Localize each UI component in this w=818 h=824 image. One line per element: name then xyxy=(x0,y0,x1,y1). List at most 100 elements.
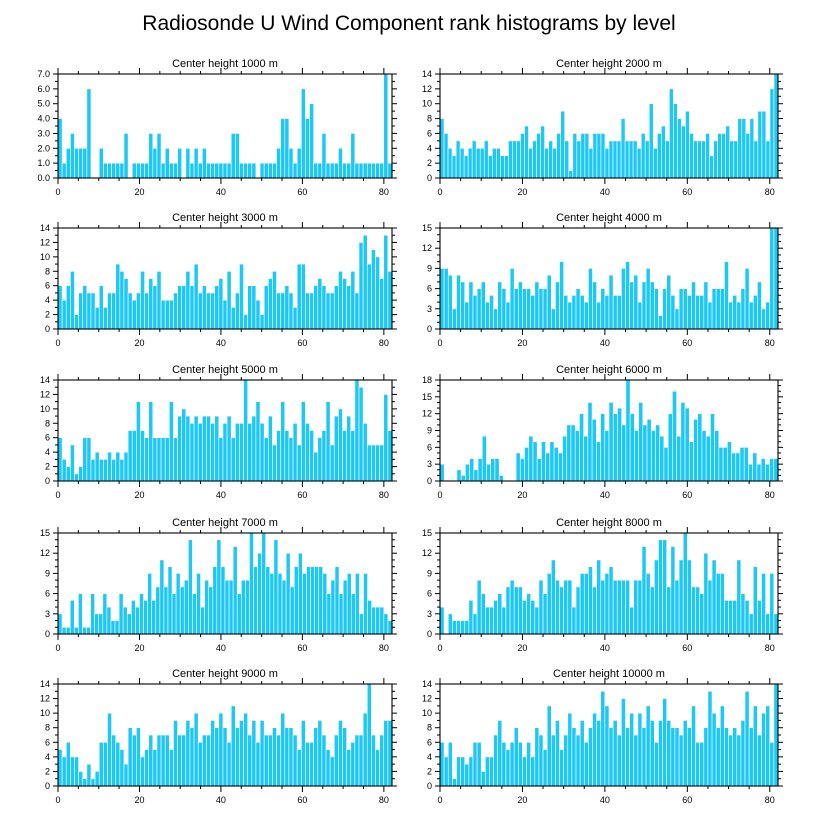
bar xyxy=(214,727,220,787)
bar xyxy=(480,771,486,787)
bar xyxy=(646,418,652,482)
bar xyxy=(152,147,158,179)
bar xyxy=(375,606,381,635)
x-tick-label: 60 xyxy=(297,795,307,805)
bar xyxy=(313,451,319,482)
bar xyxy=(70,444,75,482)
bar xyxy=(94,451,100,482)
bar xyxy=(269,573,275,635)
bar xyxy=(197,422,203,482)
bar xyxy=(159,559,165,635)
y-tick-label: 15 xyxy=(40,528,50,538)
bar xyxy=(383,73,389,179)
bar xyxy=(123,133,129,179)
bar xyxy=(313,162,319,179)
bar xyxy=(769,741,775,787)
bar xyxy=(119,162,125,179)
bar xyxy=(463,155,469,179)
bar xyxy=(460,475,466,482)
bar xyxy=(206,162,211,179)
bar xyxy=(144,162,150,179)
bar xyxy=(181,734,187,787)
bar xyxy=(267,415,273,482)
bar xyxy=(193,147,199,179)
x-tick-label: 0 xyxy=(437,795,442,805)
bar xyxy=(524,125,529,179)
bar xyxy=(456,469,462,482)
bar xyxy=(177,147,183,179)
bar xyxy=(78,147,84,179)
bar xyxy=(559,749,564,787)
bar xyxy=(342,727,347,787)
bar xyxy=(313,727,319,787)
bar xyxy=(298,552,303,635)
bar xyxy=(485,756,490,787)
bar xyxy=(665,140,670,179)
bar xyxy=(214,162,220,179)
panel-2: Center height 2000 m 0 2 4 6 8 10 12 14 0 20 40 60 80 xyxy=(422,58,783,197)
x-tick-label: 0 xyxy=(437,338,442,348)
bar xyxy=(346,285,352,330)
bar xyxy=(693,140,698,179)
bar xyxy=(544,147,549,179)
bar xyxy=(259,422,265,482)
bar xyxy=(526,593,531,635)
x-tick-label: 60 xyxy=(297,187,307,197)
bar xyxy=(164,437,170,482)
y-tick-label: 14 xyxy=(422,679,432,689)
bar xyxy=(678,559,684,635)
bar xyxy=(536,133,541,179)
bar xyxy=(604,705,610,787)
bar xyxy=(769,227,775,330)
bar xyxy=(78,593,83,635)
y-tick-label: 10 xyxy=(40,252,50,262)
bar xyxy=(265,566,271,635)
bar xyxy=(513,288,519,330)
bar xyxy=(497,720,503,787)
bar xyxy=(658,539,663,635)
y-tick-label: 7.0 xyxy=(37,69,50,79)
bar xyxy=(452,620,457,635)
bar xyxy=(317,437,323,482)
bar xyxy=(509,741,515,787)
bar xyxy=(553,447,559,482)
bar xyxy=(761,110,767,179)
bar xyxy=(711,712,717,787)
bar xyxy=(497,593,503,635)
bar xyxy=(173,162,178,179)
bar xyxy=(500,155,505,179)
bar xyxy=(760,458,766,482)
bar xyxy=(464,620,470,635)
bar xyxy=(625,261,630,330)
bar xyxy=(522,756,527,787)
bar xyxy=(757,281,762,330)
bar xyxy=(621,698,626,787)
y-tick-label: 10 xyxy=(40,708,50,718)
bar xyxy=(745,133,751,179)
bar xyxy=(342,579,348,635)
y-tick-label: 6 xyxy=(427,442,432,452)
bar xyxy=(115,162,121,179)
bar xyxy=(107,451,112,482)
bar xyxy=(749,118,755,179)
bar xyxy=(645,573,651,635)
y-tick-label: 2.0 xyxy=(37,143,50,153)
y-tick-label: 15 xyxy=(422,528,432,538)
y-tick-label: 10 xyxy=(422,708,432,718)
bar xyxy=(728,301,733,330)
bar xyxy=(362,162,368,179)
bar xyxy=(333,734,339,787)
bar xyxy=(456,274,461,330)
bar xyxy=(752,705,758,787)
bar xyxy=(654,559,659,635)
bar xyxy=(185,415,191,482)
bar xyxy=(230,133,236,179)
bar xyxy=(534,281,540,330)
y-tick-label: 12 xyxy=(422,548,432,558)
panel-6: Center height 6000 m 0 3 6 9 12 15 18 0 20 40 60 80 xyxy=(422,364,783,500)
bar xyxy=(160,437,166,482)
panel-1: Center height 1000 m 0.0 1.0 2.0 3.0 4.0 5.0 6.… xyxy=(37,58,397,197)
bar xyxy=(773,458,779,482)
bar xyxy=(305,118,310,179)
bar xyxy=(292,422,298,482)
